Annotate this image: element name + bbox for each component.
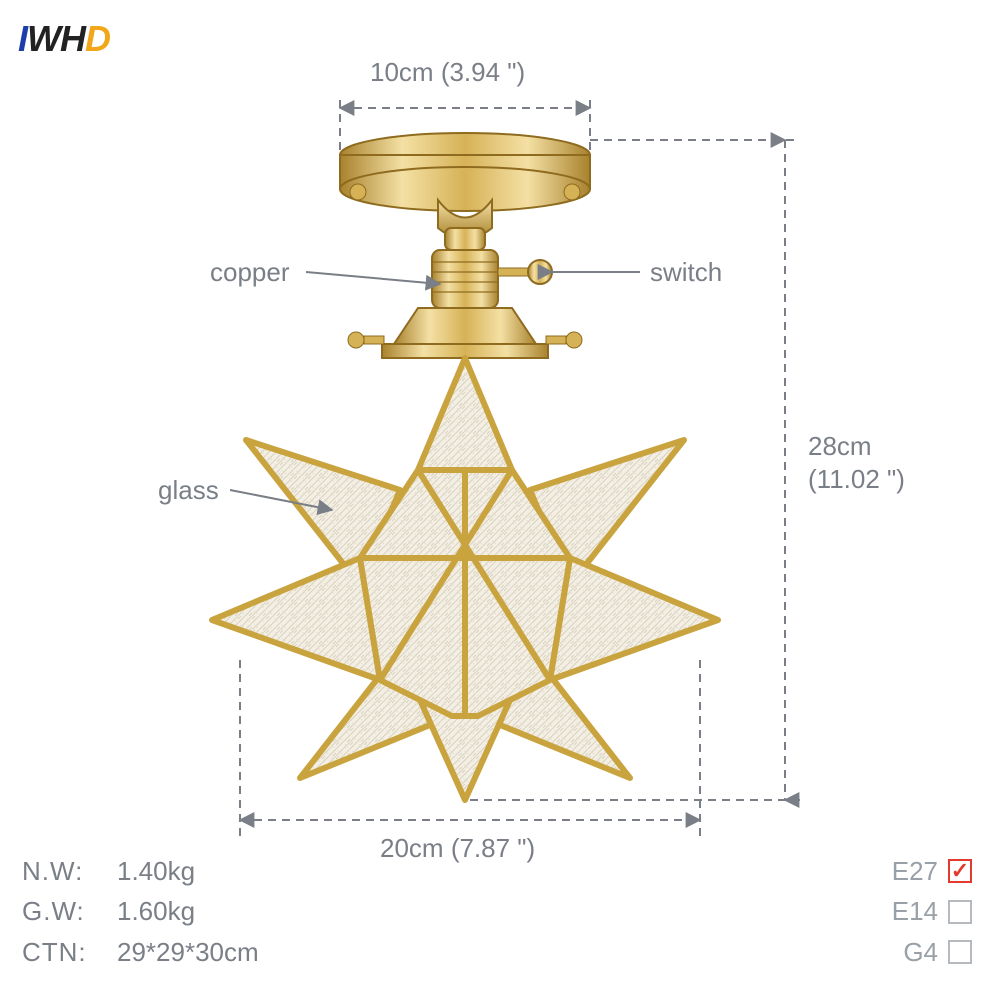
annot-switch: switch [650, 256, 722, 289]
checkbox-icon [948, 940, 972, 964]
dim-height: 28cm (11.02 ") [808, 430, 905, 495]
checkbox-checked-icon [948, 859, 972, 883]
dim-bottom-width: 20cm (7.87 ") [380, 832, 535, 865]
bulb-label: G4 [903, 932, 938, 972]
bulb-type-list: E27E14G4 [892, 851, 972, 972]
star-shade [212, 358, 718, 800]
canopy [340, 133, 590, 211]
spec-gw: G.W: 1.60kg [22, 891, 259, 931]
bulb-label: E14 [892, 891, 938, 931]
checkbox-icon [948, 900, 972, 924]
bulb-row-g4: G4 [892, 932, 972, 972]
spec-ctn: CTN: 29*29*30cm [22, 932, 259, 972]
specs-block: N.W: 1.40kg G.W: 1.60kg CTN: 29*29*30cm [22, 851, 259, 972]
annot-glass: glass [158, 474, 219, 507]
bulb-row-e27: E27 [892, 851, 972, 891]
bulb-row-e14: E14 [892, 891, 972, 931]
spec-nw: N.W: 1.40kg [22, 851, 259, 891]
annot-copper: copper [210, 256, 290, 289]
bulb-label: E27 [892, 851, 938, 891]
dim-top-width: 10cm (3.94 ") [370, 56, 525, 89]
